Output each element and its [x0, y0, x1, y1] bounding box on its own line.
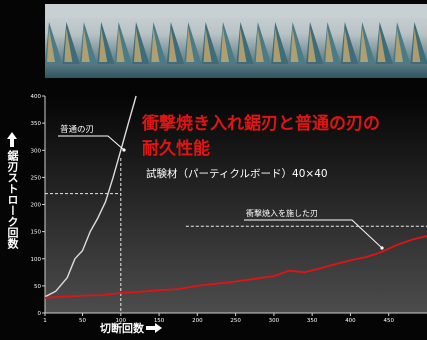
saw-tooth-edge	[273, 28, 282, 62]
saw-tooth-edge	[308, 28, 316, 62]
x-tick-label: 400	[345, 318, 356, 324]
leader-dot	[122, 148, 126, 152]
saw-tooth-edge	[99, 28, 108, 62]
y-tick-label: 150	[31, 230, 42, 236]
y-tick-label: 350	[31, 121, 42, 127]
saw-tooth-edge	[395, 28, 403, 62]
chart-subtitle: 試験材（パーティクルボード）40×40	[146, 168, 328, 180]
chart-title-line2: 耐久性能	[142, 139, 210, 159]
saw-tooth-edge	[342, 28, 351, 62]
series-leader-impact	[244, 219, 383, 249]
saw-tooth-edge	[186, 28, 195, 62]
x-axis-label-group: 切断回数	[100, 320, 162, 336]
series-label-normal: 普通の刃	[60, 124, 94, 135]
arrow-bar	[10, 139, 14, 147]
saw-blade-photo	[45, 4, 427, 78]
x-tick-label: 250	[230, 318, 241, 324]
y-tick-label: 300	[31, 148, 42, 154]
up-arrow-icon	[7, 132, 17, 139]
saw-tooth-edge	[116, 28, 125, 62]
series-line-1	[44, 235, 427, 299]
y-tick-label: 100	[31, 257, 42, 263]
right-arrow-icon	[155, 323, 162, 333]
series-leader-normal	[58, 135, 125, 151]
y-tick-label: 400	[31, 94, 42, 100]
saw-tooth-edge	[255, 28, 264, 62]
x-tick-label: 50	[79, 318, 86, 324]
y-axis-label-group: 鋸刃ストローク回数	[2, 132, 22, 249]
series-line-0	[44, 95, 137, 298]
series-label-impact: 衝撃焼入を施した刃	[246, 208, 318, 218]
plot-background	[45, 96, 427, 313]
saw-tooth-edge	[360, 28, 369, 62]
saw-tooth-edge	[134, 28, 142, 62]
x-tick-label: 300	[269, 318, 280, 324]
saw-tooth-edge	[238, 28, 247, 62]
chart-title: 衝撃焼き入れ鋸刃と普通の刃の 耐久性能	[142, 112, 427, 162]
saw-tooth-edge	[168, 28, 177, 62]
y-tick-label: 0	[38, 311, 42, 317]
saw-tooth-edge	[47, 28, 55, 62]
y-tick-label: 250	[31, 175, 42, 181]
arrow-bar	[146, 326, 155, 330]
y-axis-label: 鋸刃ストローク回数	[6, 150, 19, 249]
saw-tooth-edge	[412, 28, 421, 62]
saw-tooth-edge	[377, 28, 386, 62]
y-tick-label: 50	[34, 284, 41, 290]
x-tick-label: 350	[307, 318, 318, 324]
saw-tooth-edge	[64, 28, 73, 62]
saw-tooth-edge	[290, 28, 299, 62]
x-tick-label: 150	[154, 318, 165, 324]
x-axis-label: 切断回数	[100, 322, 144, 335]
leader-dot	[380, 246, 384, 250]
saw-tooth-edge	[151, 28, 160, 62]
y-tick-label: 200	[31, 203, 42, 209]
saw-tooth-edge	[203, 28, 212, 62]
x-tick-label: 100	[116, 318, 127, 324]
saw-tooth-edge	[325, 28, 334, 62]
chart-title-line1: 衝撃焼き入れ鋸刃と普通の刃の	[142, 114, 380, 134]
saw-tooth-edge	[81, 28, 90, 62]
x-tick-label: 450	[383, 318, 394, 324]
x-tick-label: 200	[192, 318, 203, 324]
saw-tooth-edge	[221, 28, 229, 62]
x-tick-label: 1	[43, 318, 47, 324]
